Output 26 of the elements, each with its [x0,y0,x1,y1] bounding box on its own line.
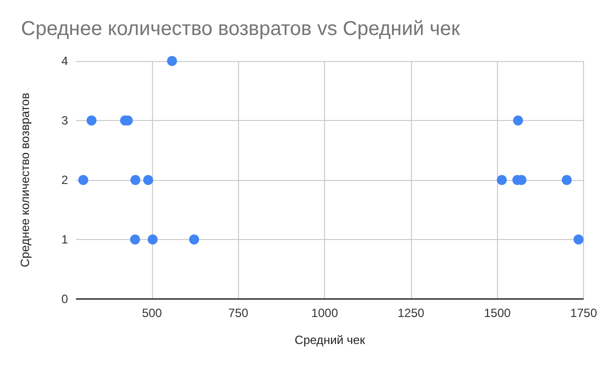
point [148,234,158,244]
y-axis-title: Среднее количество возвратов [18,92,32,268]
y-tick-label: 3 [61,114,68,128]
point [78,175,88,185]
x-axis-title: Средний чек [294,333,366,347]
point [513,116,524,126]
x-tick-label: 500 [142,306,162,320]
x-tick-label: 1750 [570,306,598,320]
x-tick-label: 1500 [484,306,511,320]
y-tick-label: 2 [61,173,68,187]
point [130,234,140,244]
x-tick-label: 1000 [311,306,338,320]
point [573,234,584,244]
x-tick-label: 1250 [398,306,425,320]
chart-title: Среднее количество возвратов vs Средний чек [21,18,460,40]
point [189,234,200,244]
y-tick-label: 0 [61,292,68,306]
point [562,175,572,185]
point [496,175,507,185]
point [86,116,97,126]
y-tick-label: 4 [61,54,68,68]
x-tick-label: 750 [228,306,249,320]
point [143,175,154,185]
point [167,56,178,66]
y-tick-label: 1 [61,232,68,246]
point [130,175,140,185]
